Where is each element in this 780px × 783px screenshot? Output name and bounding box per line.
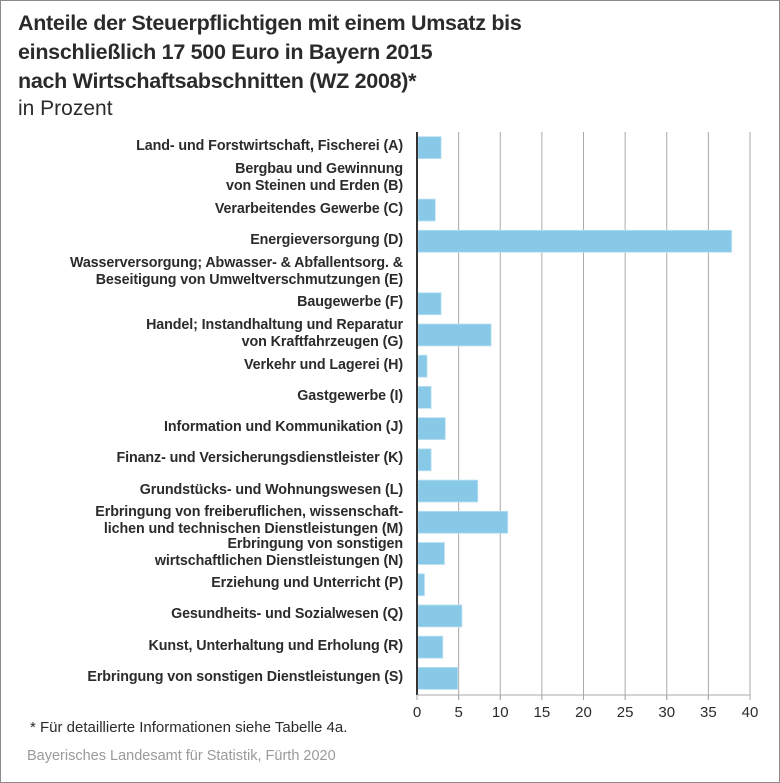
title-line-1: Anteile der Steuerpflichtigen mit einem …	[18, 11, 522, 35]
category-label-line: Kunst, Unterhaltung und Erholung (R)	[148, 637, 404, 654]
x-tick-label: 25	[617, 704, 634, 721]
bar	[417, 573, 425, 597]
title-line-3: nach Wirtschaftsabschnitten (WZ 2008)*	[18, 69, 417, 93]
category-label-line: Erbringung von sonstigen	[227, 535, 403, 552]
category-label-line: wirtschaftlichen Dienstleistungen (N)	[154, 552, 403, 569]
category-label-line: Grundstücks- und Wohnungswesen (L)	[139, 481, 403, 498]
x-tick-label: 20	[575, 704, 592, 721]
category-label: Gesundheits- und Sozialwesen (Q)	[171, 606, 403, 623]
category-label-line: Baugewerbe (F)	[297, 294, 403, 311]
x-tick-label: 35	[700, 704, 717, 721]
category-label-line: Beseitigung von Umweltverschmutzungen (E…	[95, 271, 403, 288]
category-label-line: Finanz- und Versicherungsdienstleister (…	[116, 450, 403, 467]
x-tick-label: 10	[492, 704, 509, 721]
category-label-line: Verkehr und Lagerei (H)	[244, 356, 403, 373]
category-label: Baugewerbe (F)	[297, 294, 403, 311]
category-label: Information und Kommunikation (J)	[164, 419, 403, 436]
bar	[417, 604, 463, 628]
category-label: Verarbeitendes Gewerbe (C)	[215, 201, 403, 218]
category-label-line: Handel; Instandhaltung und Reparatur	[146, 316, 403, 333]
x-tick-label: 40	[742, 704, 759, 721]
x-tick-label: 15	[534, 704, 551, 721]
category-label-line: Gesundheits- und Sozialwesen (Q)	[171, 606, 403, 623]
bar	[417, 198, 436, 222]
category-label-line: Information und Kommunikation (J)	[164, 419, 403, 436]
category-label: Finanz- und Versicherungsdienstleister (…	[116, 450, 403, 467]
bar	[417, 323, 492, 347]
category-label-line: Erbringung von freiberuflichen, wissensc…	[95, 504, 403, 521]
category-label-line: Wasserversorgung; Abwasser- & Abfallents…	[69, 254, 403, 271]
category-label: Erbringung von sonstigen wirtschaftlichen…	[155, 536, 403, 570]
x-tick-label: 30	[658, 704, 675, 721]
bar	[417, 229, 733, 253]
category-label-line: Erziehung und Unterricht (P)	[211, 575, 403, 592]
category-label-line: Verarbeitendes Gewerbe (C)	[214, 200, 403, 217]
category-label: Erbringung von sonstigen Dienstleistunge…	[87, 669, 403, 686]
category-label-line: von Kraftfahrzeugen (G)	[241, 333, 403, 350]
title-line-2: einschließlich 17 500 Euro in Bayern 201…	[18, 40, 433, 64]
category-label: Gastgewerbe (I)	[297, 388, 403, 405]
category-label-line: Bergbau und Gewinnung	[235, 160, 403, 177]
bar	[417, 292, 442, 316]
category-label-line: Energieversorgung (D)	[250, 231, 403, 248]
bar	[417, 635, 444, 659]
category-label: Erbringung von freiberuflichen, wissensc…	[95, 504, 403, 538]
x-tick-label: 0	[413, 704, 421, 721]
bar	[417, 448, 432, 472]
footnote: * Für detaillierte Informationen siehe T…	[30, 719, 348, 736]
bar	[417, 479, 479, 503]
category-label: Verkehr und Lagerei (H)	[244, 357, 403, 374]
category-label-line: Gastgewerbe (I)	[297, 387, 403, 404]
category-label: Energieversorgung (D)	[250, 232, 403, 249]
bar	[417, 354, 428, 378]
category-label: Kunst, Unterhaltung und Erholung (R)	[149, 638, 404, 655]
category-label: Wasserversorgung; Abwasser- & Abfallents…	[70, 255, 403, 289]
gridlines	[458, 132, 751, 700]
chart-subtitle: in Prozent	[18, 97, 113, 120]
source-note: Bayerisches Landesamt für Statistik, Für…	[27, 748, 336, 764]
bar	[417, 385, 432, 409]
category-label-line: von Steinen und Erden (B)	[225, 177, 403, 194]
bar	[417, 136, 442, 160]
category-label-line: lichen und technischen Dienstleistungen …	[103, 521, 403, 538]
bar	[417, 510, 509, 534]
x-tick-labels: 0 5 10 15 20 25 30 35 40	[413, 704, 759, 721]
category-label-line: Erbringung von sonstigen Dienstleistunge…	[87, 668, 403, 685]
category-label-line: Land- und Forstwirtschaft, Fischerei (A)	[136, 138, 403, 155]
bar	[417, 666, 459, 690]
chart-title: Anteile der Steuerpflichtigen mit einem …	[18, 9, 522, 96]
bar	[417, 542, 445, 565]
category-label: Handel; Instandhaltung und Reparatur von …	[146, 317, 403, 351]
x-tick-label: 5	[454, 704, 462, 721]
category-label: Bergbau und Gewinnung von Steinen und Erd…	[226, 161, 403, 195]
category-label: Grundstücks- und Wohnungswesen (L)	[140, 482, 403, 499]
category-label: Land- und Forstwirtschaft, Fischerei (A)	[136, 138, 403, 155]
bars	[417, 136, 733, 690]
bar	[417, 417, 446, 441]
axes	[416, 132, 751, 700]
category-label: Erziehung und Unterricht (P)	[211, 575, 403, 592]
